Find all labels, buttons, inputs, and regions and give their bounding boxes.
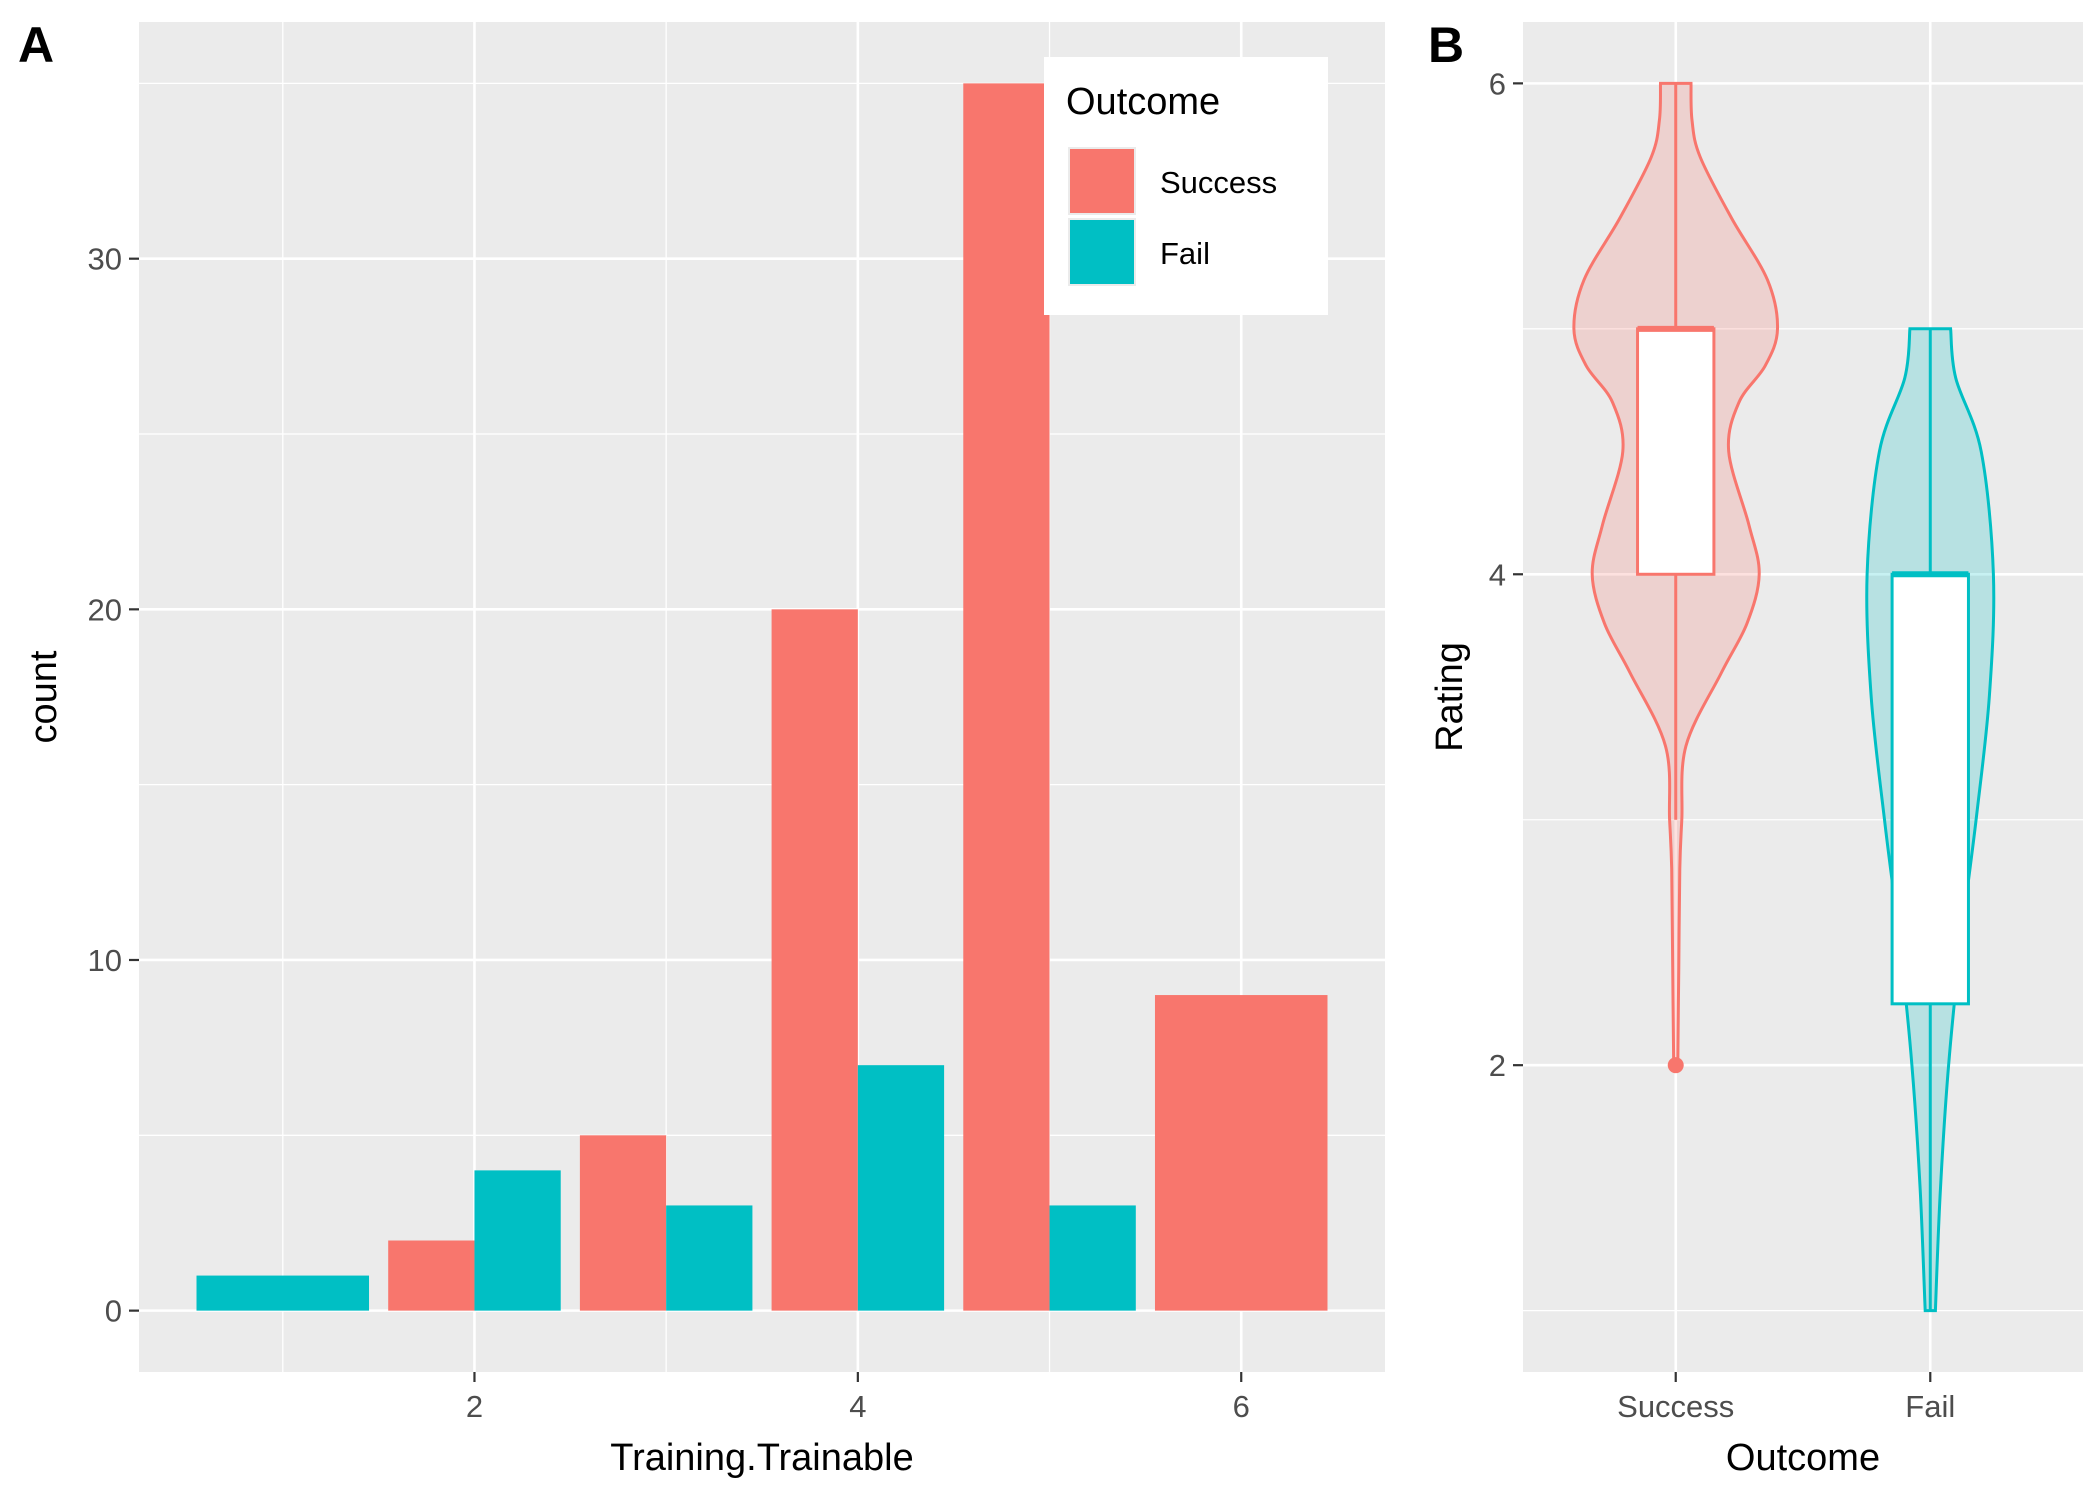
bar-success-x6 bbox=[1154, 995, 1328, 1311]
bar-success-x4 bbox=[771, 609, 858, 1311]
bar-success-x5 bbox=[963, 83, 1050, 1311]
panel-a-x-tick-label: 2 bbox=[466, 1389, 483, 1424]
panel-b-violins bbox=[1572, 81, 1996, 1313]
bar-fail-x4 bbox=[857, 1065, 945, 1311]
bar-fail-x5 bbox=[1049, 1205, 1136, 1311]
panel-b-x-axis-title: Outcome bbox=[1726, 1437, 1880, 1479]
box-success bbox=[1636, 327, 1716, 576]
legend-swatch-fail bbox=[1070, 220, 1134, 284]
panel-b-x-tick-label: Fail bbox=[1905, 1389, 1955, 1424]
outlier-success bbox=[1667, 1057, 1684, 1074]
panel-a-letter: A bbox=[18, 17, 54, 73]
legend: Outcome Success Fail bbox=[1044, 57, 1328, 315]
panel-b-background bbox=[1523, 22, 2083, 1372]
legend-label-success: Success bbox=[1160, 165, 1277, 200]
panel-b-axes: 2 4 6 Success Fail bbox=[1489, 66, 1955, 1424]
panel-a-y-tick-label: 20 bbox=[88, 592, 122, 627]
panel-b-y-tick-label: 4 bbox=[1489, 557, 1506, 592]
panel-a-x-tick-label: 4 bbox=[849, 1389, 866, 1424]
panel-b-x-tick-label: Success bbox=[1617, 1389, 1734, 1424]
panel-b-y-tick-label: 6 bbox=[1489, 66, 1506, 101]
panel-b-letter: B bbox=[1428, 17, 1464, 73]
panel-a-y-tick-label: 0 bbox=[105, 1294, 122, 1329]
panel-a-y-tick-label: 10 bbox=[88, 943, 122, 978]
panel-a-x-axis-title: Training.Trainable bbox=[610, 1437, 913, 1479]
panel-b-y-tick-label: 2 bbox=[1489, 1048, 1506, 1083]
legend-swatch-success bbox=[1070, 149, 1134, 213]
panel-a-bars bbox=[196, 83, 1328, 1311]
panel-a-axes: 0 10 20 30 2 4 6 bbox=[88, 242, 1250, 1424]
bar-success-x3 bbox=[579, 1135, 667, 1311]
panel-a-y-axis-title: count bbox=[23, 650, 65, 743]
bar-success-x2 bbox=[388, 1240, 475, 1311]
legend-title: Outcome bbox=[1066, 81, 1220, 123]
panel-a-x-tick-label: 6 bbox=[1233, 1389, 1250, 1424]
bar-fail-x1 bbox=[196, 1275, 370, 1311]
box-fail bbox=[1890, 572, 1970, 1006]
bar-fail-x2 bbox=[474, 1170, 561, 1311]
legend-label-fail: Fail bbox=[1160, 236, 1210, 271]
bar-fail-x3 bbox=[666, 1205, 753, 1311]
panel-b-y-axis-title: Rating bbox=[1429, 642, 1471, 752]
panel-a-y-tick-label: 30 bbox=[88, 242, 122, 277]
